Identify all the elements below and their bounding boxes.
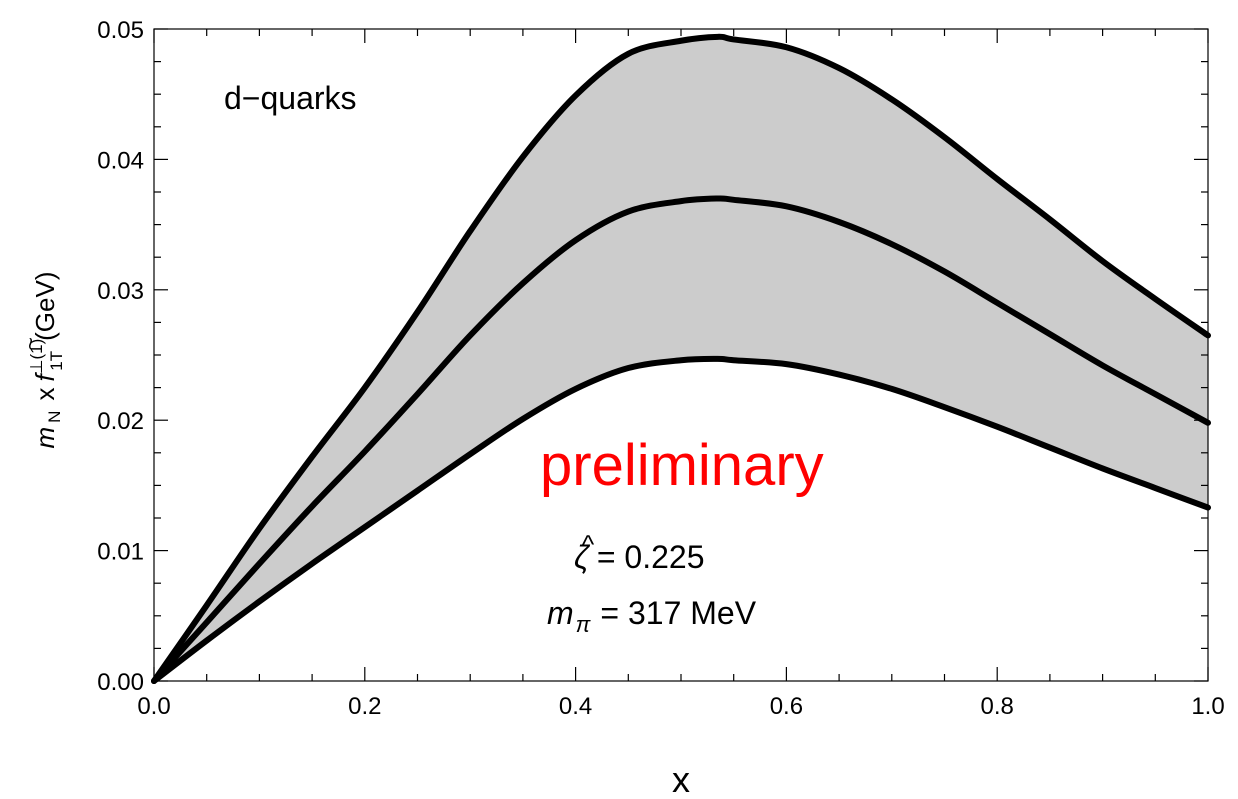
zeta-annotation: ^ ζ = 0.225: [574, 529, 704, 575]
x-tick-label: 1.0: [1191, 693, 1224, 720]
y-tick-label: 0.00: [97, 669, 144, 696]
svg-text:mπ= 317 MeV: mπ = 317 MeV: [547, 595, 757, 637]
y-tick-label: 0.04: [97, 147, 144, 174]
y-label-func-sub: 1T: [47, 351, 66, 371]
series-line-upper: [151, 33, 1211, 684]
y-axis-label: mNxf⊥(1)1T (GeV) ~: [18, 272, 66, 449]
y-label-func-accent: ~: [18, 337, 43, 350]
zeta-symbol: ζ: [574, 539, 591, 575]
y-label-unit: (GeV): [30, 272, 60, 341]
y-label-func: f: [30, 372, 60, 382]
x-axis-label: x: [672, 759, 690, 799]
plot-frame: [153, 28, 1209, 682]
y-tick-labels: 0.00 0.01 0.02 0.03 0.04 0.05: [97, 17, 144, 696]
x-tick-label: 0.6: [770, 693, 803, 720]
y-tick-label: 0.02: [97, 408, 144, 435]
svg-text:ζ= 0.225: ζ = 0.225: [574, 539, 704, 575]
series-line-central: [151, 195, 1211, 684]
plot-area: [151, 33, 1211, 684]
y-tick-label: 0.01: [97, 539, 144, 566]
series-line-lower: [151, 355, 1211, 684]
mpi-annotation: mπ = 317 MeV: [547, 595, 757, 637]
preliminary-watermark: preliminary: [540, 433, 824, 498]
x-tick-label: 0.8: [981, 693, 1014, 720]
y-label-func-sup: ⊥(1): [27, 339, 46, 375]
y-tick-label: 0.05: [97, 17, 144, 44]
y-label-prefix-sub: N: [45, 411, 64, 423]
mpi-value: = 317 MeV: [600, 595, 756, 631]
y-label-x: x: [30, 388, 60, 401]
x-tick-label: 0.2: [348, 693, 381, 720]
y-tick-label: 0.03: [97, 278, 144, 305]
zeta-value: = 0.225: [597, 539, 705, 575]
y-label-prefix: m: [30, 427, 60, 449]
quark-label: d−quarks: [224, 80, 357, 116]
x-tick-label: 0.4: [559, 693, 592, 720]
svg-text:mNxf⊥(1)1T(GeV): mNxf⊥(1)1T (GeV): [27, 272, 66, 449]
mpi-symbol: m: [547, 595, 574, 631]
zeta-accent: ^: [582, 529, 595, 559]
x-tick-label: 0.0: [137, 693, 170, 720]
x-tick-labels: 0.0 0.2 0.4 0.6 0.8 1.0: [137, 693, 1224, 720]
mpi-sub: π: [576, 612, 592, 637]
